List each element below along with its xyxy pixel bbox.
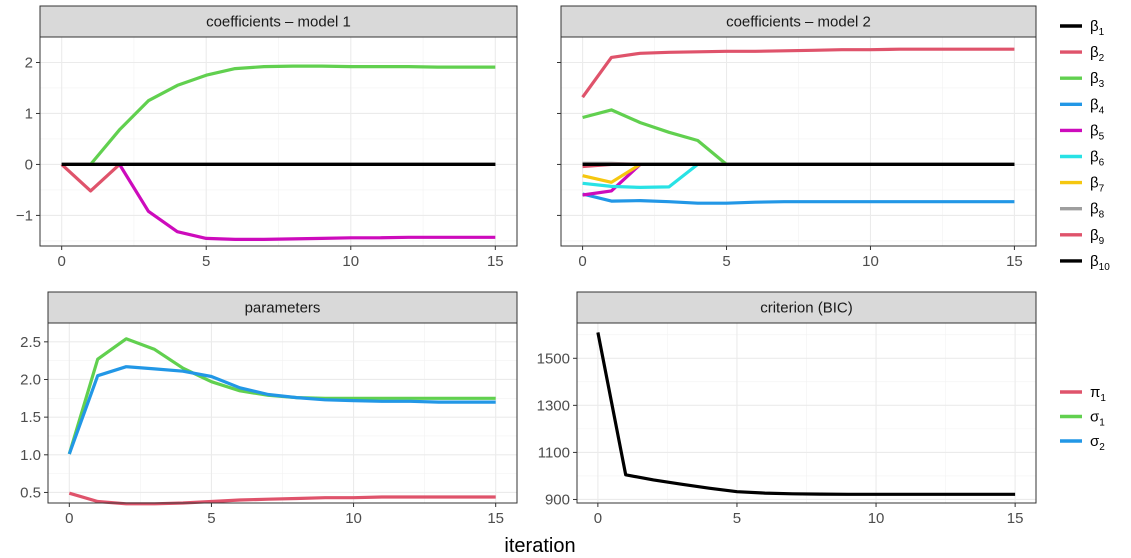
series-lines (67, 337, 496, 506)
series-line-3 (89, 64, 496, 166)
series-line-2 (581, 47, 1015, 99)
series-lines (581, 47, 1015, 205)
legend-label: β4 (1090, 96, 1105, 116)
x-tick-label: 5 (733, 510, 741, 527)
grid (48, 323, 517, 503)
panel-1: coefficients – model 1 0 5 10 15 −1 0 1 2 (16, 5, 518, 270)
series-line-6 (582, 163, 699, 189)
series-lines (596, 332, 1016, 496)
y-tick-label: 0 (25, 156, 33, 173)
panel-title: criterion (BIC) (760, 300, 853, 317)
coefficient-legend: β1 β2 β3 β4 β5 β6 β7 β8 β9 β10 (1060, 18, 1110, 273)
x-tick-label: 10 (345, 510, 362, 527)
series-line-2 (60, 163, 121, 193)
series-line-3 (67, 365, 496, 455)
series-line-1 (68, 491, 496, 506)
legend-label: β9 (1090, 227, 1105, 247)
series-line-5 (582, 163, 642, 197)
x-tick-label: 10 (342, 253, 359, 270)
x-tick-label: 5 (202, 253, 210, 270)
y-tick-label: 2 (25, 54, 33, 71)
y-tick-label: 0.5 (20, 484, 41, 501)
legend-label: β3 (1090, 70, 1105, 90)
x-tick-label: 15 (487, 510, 504, 527)
series-line-4 (118, 163, 496, 241)
panels: coefficients – model 10 5 10 15−1012coeffic… (16, 5, 1037, 527)
panel-2: coefficients – model 2 0 5 10 15 (557, 5, 1037, 270)
x-tick-label: 10 (868, 510, 885, 527)
panel-border (39, 36, 518, 247)
x-tick-label: 15 (1007, 510, 1024, 527)
y-tick-label: 2.5 (20, 334, 41, 351)
grid (577, 323, 1036, 503)
series-lines (60, 64, 496, 241)
series-line-4 (582, 192, 1015, 205)
x-tick-label: 10 (862, 253, 879, 270)
y-tick-label: 1500 (537, 350, 570, 367)
series-line-7 (582, 163, 642, 184)
legend-label: β7 (1090, 175, 1105, 195)
series-line-3 (582, 108, 728, 166)
legend-label: π1 (1090, 384, 1106, 404)
x-tick-label: 0 (65, 510, 73, 527)
legend-label: β10 (1090, 253, 1110, 273)
x-tick-label: 15 (487, 253, 504, 270)
legend-label: β1 (1090, 18, 1105, 38)
y-tick-label: 2.0 (20, 371, 41, 388)
panel-strip (39, 5, 518, 38)
panel-title: coefficients – model 1 (206, 14, 351, 31)
y-tick-label: 1100 (538, 444, 570, 461)
x-tick-label: 5 (722, 253, 730, 270)
y-tick-label: 900 (545, 491, 570, 508)
x-tick-label: 5 (207, 510, 215, 527)
panel-3: parameters 0 5 10 15 0.5 1.0 1.5 2.0 2.5 (20, 291, 518, 527)
x-axis-label: iteration (504, 535, 575, 557)
x-tick-label: 0 (58, 253, 66, 270)
panel-border (560, 36, 1037, 247)
legend-label: σ1 (1090, 409, 1105, 429)
legend-label: σ2 (1090, 433, 1105, 453)
x-tick-label: 0 (594, 510, 602, 527)
y-tick-label: 1300 (537, 397, 570, 414)
panel-border (576, 322, 1037, 504)
y-tick-label: 1.0 (20, 447, 41, 464)
legend-label: β8 (1090, 201, 1105, 221)
y-tick-label: −1 (16, 207, 33, 224)
legend-label: β2 (1090, 44, 1105, 64)
series-line-1 (596, 332, 1016, 496)
legend-label: β6 (1090, 149, 1105, 169)
panel-title: coefficients – model 2 (726, 14, 871, 31)
legend-label: β5 (1090, 122, 1105, 142)
x-tick-label: 0 (578, 253, 586, 270)
panel-strip (47, 291, 518, 324)
parameter-legend: π1 σ1 σ2 (1060, 384, 1106, 453)
panel-title: parameters (245, 300, 321, 317)
y-tick-label: 1.5 (20, 409, 41, 426)
panel-border (47, 322, 518, 504)
x-tick-label: 15 (1006, 253, 1023, 270)
y-tick-label: 1 (25, 105, 33, 122)
panel-4: criterion (BIC) 0 5 10 15 900 1100 1300 1500 (537, 291, 1037, 527)
